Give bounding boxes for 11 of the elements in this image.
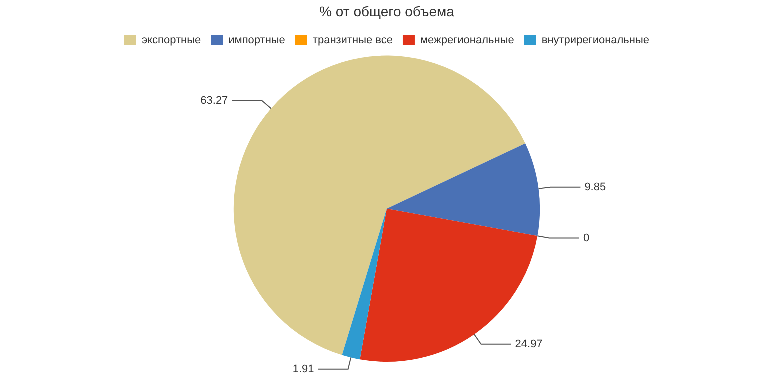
legend-label: внутрирегиональные: [542, 34, 650, 46]
text: 0: [583, 232, 590, 244]
chart-title: % от общего объема: [320, 3, 455, 20]
legend-label: межрегиональные: [420, 34, 514, 46]
data-label: 1.91: [292, 363, 314, 376]
legend-label: экспортные: [142, 34, 202, 46]
data-label: 9.85: [584, 181, 606, 194]
legend-label: импортные: [228, 34, 286, 46]
legend-label: транзитные все: [312, 34, 393, 46]
data-label: 63.27: [200, 94, 228, 107]
data-label: 24.97: [515, 338, 543, 350]
